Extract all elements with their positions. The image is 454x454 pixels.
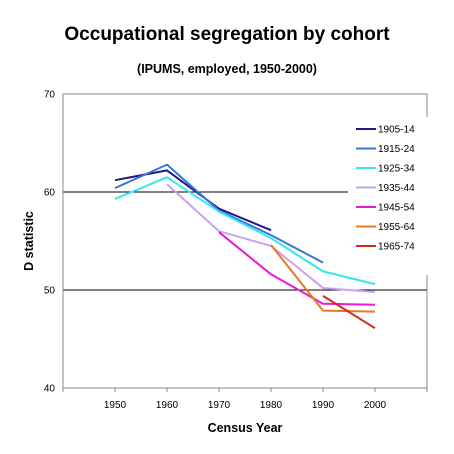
legend-label: 1935-44 bbox=[378, 183, 415, 194]
y-tick-label: 40 bbox=[44, 384, 56, 395]
x-tick-label: 1960 bbox=[156, 400, 179, 411]
y-axis-title: D statistic bbox=[22, 211, 36, 271]
y-tick-label: 50 bbox=[44, 286, 56, 297]
series-line-1955-64 bbox=[270, 244, 376, 313]
legend-background bbox=[348, 117, 428, 275]
series-line-1945-54 bbox=[218, 231, 376, 306]
x-tick-label: 1950 bbox=[104, 400, 127, 411]
y-tick-label: 70 bbox=[44, 90, 56, 101]
axes: 40 50 60 70 1950 1960 1970 1980 1990 2000 bbox=[44, 90, 428, 411]
series-line-1905-14 bbox=[114, 169, 272, 232]
chart-title: Occupational segregation by cohort bbox=[64, 24, 390, 45]
legend-label: 1925-34 bbox=[378, 164, 415, 175]
legend-label: 1965-74 bbox=[378, 242, 415, 253]
series-line-1915-24 bbox=[114, 163, 324, 264]
x-tick-label: 2000 bbox=[364, 400, 387, 411]
series-line-1925-34 bbox=[114, 176, 376, 286]
x-axis-title: Census Year bbox=[208, 421, 283, 435]
legend: 1905-14 1915-24 1925-34 1935-44 1945-54 1955-… bbox=[356, 125, 415, 253]
x-tick-label: 1980 bbox=[260, 400, 283, 411]
series-lines bbox=[114, 163, 376, 330]
series-line-1965-74 bbox=[322, 295, 376, 330]
legend-label: 1955-64 bbox=[378, 222, 415, 233]
legend-label: 1905-14 bbox=[378, 125, 415, 136]
legend-label: 1915-24 bbox=[378, 144, 415, 155]
y-tick-label: 60 bbox=[44, 188, 56, 199]
chart-subtitle: (IPUMS, employed, 1950-2000) bbox=[137, 62, 317, 76]
x-tick-label: 1990 bbox=[312, 400, 335, 411]
x-tick-label: 1970 bbox=[208, 400, 231, 411]
legend-label: 1945-54 bbox=[378, 203, 415, 214]
